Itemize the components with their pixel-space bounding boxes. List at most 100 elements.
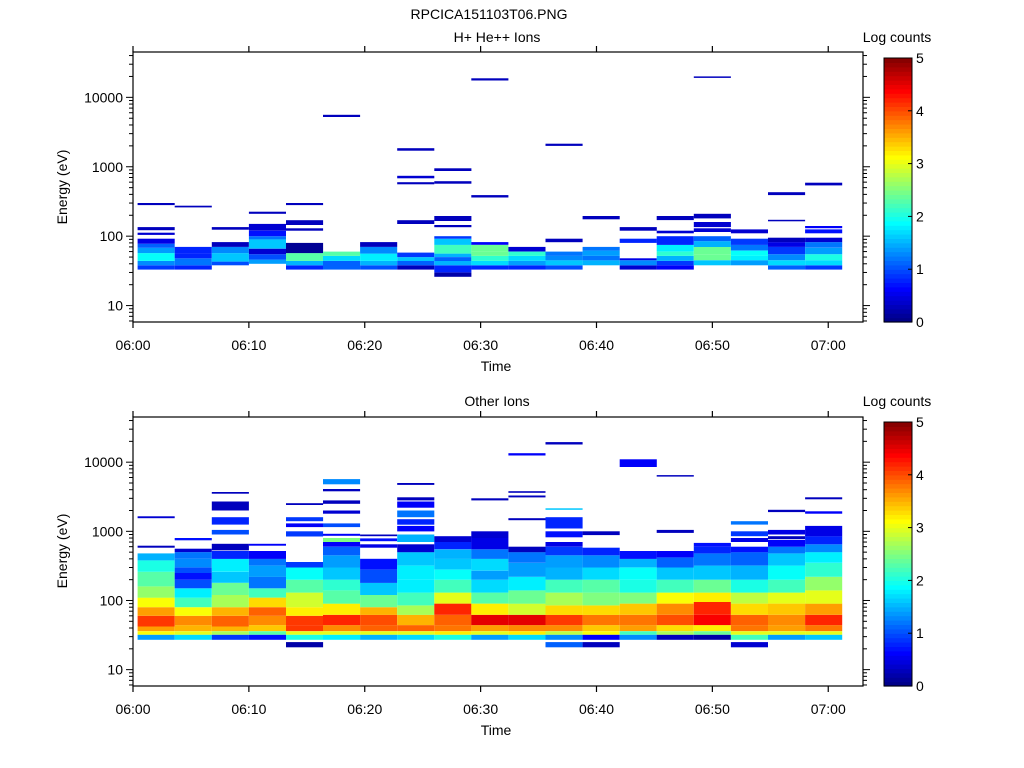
heatmap-cell <box>434 558 472 570</box>
heatmap-cell <box>211 227 249 230</box>
heatmap-cell <box>397 565 435 580</box>
colorbar-swatch <box>884 207 912 213</box>
heatmap-cell <box>730 565 768 580</box>
heatmap-cell <box>397 182 435 185</box>
heatmap-cell <box>693 254 731 261</box>
y-tick-label: 10 <box>107 662 123 678</box>
colorbar-swatch <box>884 492 912 498</box>
heatmap-cell <box>693 76 731 78</box>
heatmap-cell <box>248 634 286 640</box>
heatmap-cell <box>360 253 398 261</box>
heatmap-cell <box>286 253 324 261</box>
colorbar-swatch <box>884 615 912 621</box>
heatmap-cell <box>768 529 806 535</box>
heatmap-cell <box>545 642 583 648</box>
heatmap-cell <box>805 260 843 266</box>
colorbar-swatch <box>884 642 912 647</box>
colorbar-tick-label: 1 <box>916 625 924 641</box>
colorbar-label: Log counts <box>863 29 932 45</box>
heatmap-cell <box>471 78 509 81</box>
heatmap-cell <box>471 603 509 615</box>
heatmap-cells <box>137 76 843 277</box>
heatmap-cell <box>174 265 212 270</box>
heatmap-cell <box>137 545 175 548</box>
heatmap-cell <box>619 459 657 467</box>
heatmap-cell <box>768 254 806 261</box>
y-tick-label: 100 <box>100 228 124 244</box>
heatmap-cell <box>174 634 212 640</box>
heatmap-cell <box>805 634 843 640</box>
colorbar-swatch <box>884 668 912 674</box>
colorbar-swatch <box>884 628 912 634</box>
heatmap-cell <box>248 558 286 566</box>
heatmap-cell <box>137 615 175 627</box>
colorbar-frame <box>883 57 913 323</box>
heatmap-cell <box>693 213 731 219</box>
colorbar-swatch <box>884 580 912 586</box>
heatmap-cell <box>508 518 546 521</box>
heatmap-cell <box>360 625 398 632</box>
heatmap-cell <box>211 558 249 572</box>
heatmap-cell <box>286 607 324 616</box>
colorbar-swatch <box>884 633 912 639</box>
heatmap-cell <box>805 511 843 514</box>
colorbar-tick-label: 0 <box>916 314 924 330</box>
x-axis-label: Time <box>481 722 512 738</box>
heatmap-cell <box>730 631 768 635</box>
panel-h-he-ions: H+ He++ Ions Time Energy (eV) Log counts… <box>54 29 931 374</box>
heatmap-cell <box>545 631 583 635</box>
heatmap-cell <box>730 255 768 261</box>
heatmap-cell <box>286 260 324 266</box>
heatmap-cell <box>582 555 620 568</box>
heatmap-cell <box>174 205 212 208</box>
heatmap-cell <box>545 517 583 529</box>
colorbar-swatch <box>884 286 912 292</box>
heatmap-cell <box>211 246 249 254</box>
heatmap-cell <box>360 595 398 608</box>
heatmap-cell <box>693 236 731 242</box>
heatmap-cell <box>397 260 435 266</box>
colorbar-swatch <box>884 593 912 599</box>
heatmap-cell <box>730 552 768 566</box>
colorbar-swatch <box>884 466 912 471</box>
colorbar-swatch <box>884 483 912 489</box>
heatmap-cell <box>323 510 361 514</box>
heatmap-cell <box>323 260 361 270</box>
heatmap-cell <box>360 631 398 635</box>
x-tick-label: 06:20 <box>347 337 382 353</box>
heatmap-cell <box>619 592 657 604</box>
colorbar-swatch <box>884 124 912 129</box>
heatmap-cell <box>137 626 175 632</box>
colorbar-swatch <box>884 119 912 125</box>
heatmap-cell <box>768 536 806 540</box>
heatmap-cell <box>471 549 509 559</box>
heatmap-cell <box>545 567 583 580</box>
heatmap-cell <box>545 238 583 243</box>
colorbar-swatch <box>884 514 912 520</box>
colorbar-swatch <box>884 229 912 235</box>
heatmap-cell <box>545 265 583 270</box>
heatmap-cell <box>545 605 583 615</box>
panel-other-ions: Other Ions Time Energy (eV) Log counts 0… <box>54 393 931 738</box>
colorbar-swatch <box>884 71 912 77</box>
heatmap-cell <box>805 525 843 537</box>
heatmap-cell <box>323 114 361 117</box>
heatmap-cell <box>211 615 249 627</box>
heatmap-cell <box>323 489 361 492</box>
colorbar-swatch <box>884 194 912 200</box>
colorbar-swatch <box>884 576 912 581</box>
heatmap-cell <box>693 228 731 232</box>
x-tick-label: 06:40 <box>579 337 614 353</box>
colorbar-swatch <box>884 198 912 204</box>
heatmap-cell <box>323 590 361 604</box>
heatmap-cell <box>286 503 324 505</box>
colorbar-swatch <box>884 308 912 314</box>
heatmap-cell <box>360 242 398 247</box>
heatmap-cell <box>323 538 361 542</box>
heatmap-cell <box>397 614 435 626</box>
heatmap-cell <box>286 642 324 648</box>
heatmap-cell <box>248 607 286 616</box>
heatmap-cell <box>508 562 546 577</box>
heatmap-cell <box>730 244 768 251</box>
heatmap-cell <box>211 543 249 551</box>
